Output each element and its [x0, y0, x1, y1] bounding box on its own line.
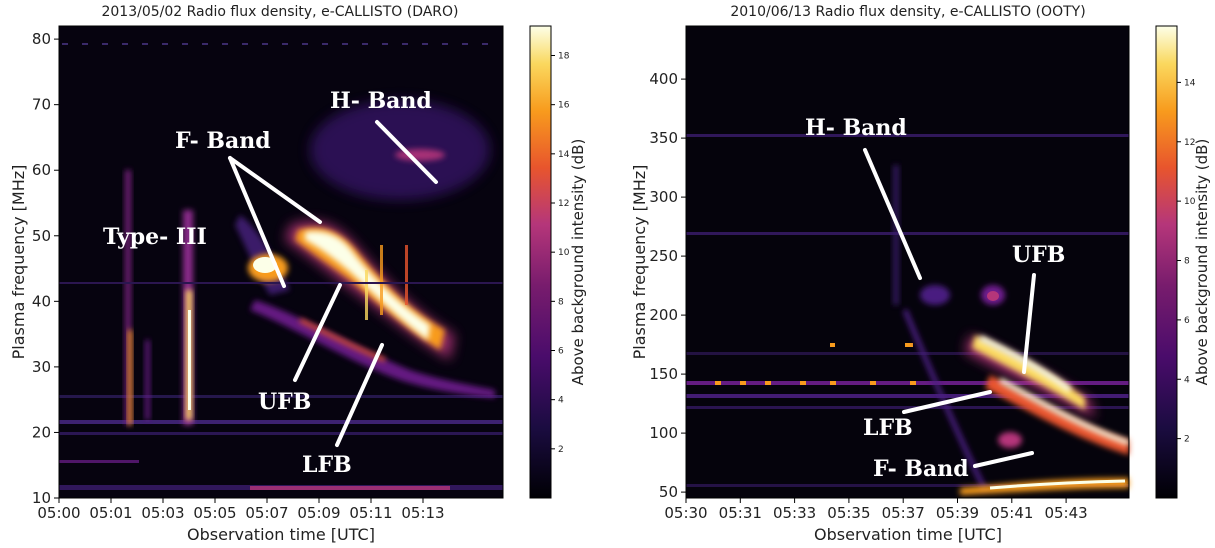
y-tick-label: 200	[649, 306, 678, 324]
x-tick-label: 05:31	[719, 504, 762, 522]
x-tick-label: 05:37	[882, 504, 925, 522]
left-axes-frame	[58, 25, 504, 499]
x-tick-label: 05:00	[37, 504, 80, 522]
right-colorbar-ticks: 2 4 6 8 10 12 14	[1177, 78, 1196, 445]
left-y-axis-label: Plasma frequency [MHz]	[9, 165, 28, 360]
colorbar-tick-label: 6	[1184, 316, 1190, 326]
x-tick-label: 05:05	[193, 504, 236, 522]
colorbar-tick-label: 4	[1184, 375, 1190, 385]
right-x-axis: 05:30 05:31 05:33 05:35 05:37 05:39 05:41 05:43	[664, 498, 1088, 522]
x-tick-label: 05:11	[349, 504, 392, 522]
right-annotation-arrows	[863, 148, 1036, 468]
colorbar-tick-label: 8	[1184, 257, 1190, 267]
left-y-axis: 10 20 30 40 50 60 70 80	[32, 30, 59, 507]
y-tick-label: 350	[649, 129, 678, 147]
x-tick-label: 05:33	[773, 504, 816, 522]
right-label-f-band: F- Band	[873, 456, 969, 482]
x-tick-label: 05:07	[245, 504, 288, 522]
left-spectrogram-features	[59, 43, 503, 490]
left-label-lfb: LFB	[302, 452, 352, 478]
left-label-f-band: F- Band	[175, 128, 271, 154]
x-tick-label: 05:13	[401, 504, 444, 522]
left-colorbar	[529, 25, 552, 499]
left-label-type-iii: Type- III	[103, 224, 207, 250]
colorbar-tick-label: 12	[1184, 138, 1195, 148]
y-tick-label: 20	[32, 423, 51, 441]
colorbar-tick-label: 4	[558, 396, 564, 406]
y-tick-label: 70	[32, 96, 51, 114]
y-tick-label: 10	[32, 489, 51, 507]
left-panel: 2013/05/02 Radio flux density, e-CALLIST…	[9, 4, 587, 544]
right-label-ufb: UFB	[1012, 242, 1065, 268]
y-tick-label: 50	[659, 483, 678, 501]
y-tick-label: 80	[32, 30, 51, 48]
right-label-h-band: H- Band	[805, 115, 907, 141]
left-label-ufb: UFB	[258, 389, 311, 415]
right-axes-frame	[685, 25, 1130, 499]
y-tick-label: 300	[649, 188, 678, 206]
x-tick-label: 05:43	[1044, 504, 1087, 522]
left-label-h-band: H- Band	[330, 88, 432, 114]
right-y-axis-label: Plasma frequency [MHz]	[630, 165, 649, 360]
right-label-lfb: LFB	[863, 415, 913, 441]
left-annotation-arrows	[228, 120, 438, 447]
colorbar-tick-label: 14	[558, 150, 570, 160]
colorbar-tick-label: 6	[558, 347, 564, 357]
x-tick-label: 05:03	[141, 504, 184, 522]
right-colorbar	[1155, 25, 1178, 499]
left-title: 2013/05/02 Radio flux density, e-CALLIST…	[101, 4, 458, 20]
colorbar-tick-label: 14	[1184, 78, 1196, 88]
x-tick-label: 05:09	[297, 504, 340, 522]
colorbar-tick-label: 2	[558, 445, 564, 455]
y-tick-label: 150	[649, 365, 678, 383]
y-tick-label: 40	[32, 292, 51, 310]
y-tick-label: 100	[649, 424, 678, 442]
right-x-axis-label: Observation time [UTC]	[814, 525, 1002, 544]
colorbar-tick-label: 10	[1184, 197, 1196, 207]
right-colorbar-label: Above background intensity (dB)	[1193, 139, 1211, 386]
left-x-axis: 05:00 05:01 05:03 05:05 05:07 05:09 05:11 05:13	[37, 498, 445, 522]
x-tick-label: 05:30	[664, 504, 707, 522]
left-colorbar-ticks: 2 4 6 8 10 12 14 16 18	[551, 52, 570, 455]
y-tick-label: 400	[649, 70, 678, 88]
right-title: 2010/06/13 Radio flux density, e-CALLIST…	[730, 4, 1085, 20]
x-tick-label: 05:39	[936, 504, 979, 522]
colorbar-tick-label: 10	[558, 248, 570, 258]
y-tick-label: 60	[32, 161, 51, 179]
right-panel: 2010/06/13 Radio flux density, e-CALLIST…	[630, 4, 1211, 544]
y-tick-label: 50	[32, 227, 51, 245]
y-tick-label: 250	[649, 247, 678, 265]
y-tick-label: 30	[32, 358, 51, 376]
colorbar-tick-label: 2	[1184, 435, 1190, 445]
colorbar-tick-label: 8	[558, 297, 564, 307]
x-tick-label: 05:01	[89, 504, 132, 522]
left-x-axis-label: Observation time [UTC]	[187, 525, 375, 544]
right-spectrogram-features	[686, 134, 1130, 495]
right-y-axis: 50 100 150 200 250 300 350 400	[649, 70, 686, 501]
left-colorbar-label: Above background intensity (dB)	[569, 139, 587, 386]
colorbar-tick-label: 16	[558, 101, 570, 111]
x-tick-label: 05:41	[990, 504, 1033, 522]
x-tick-label: 05:35	[827, 504, 870, 522]
colorbar-tick-label: 12	[558, 199, 569, 209]
colorbar-tick-label: 18	[558, 52, 570, 62]
